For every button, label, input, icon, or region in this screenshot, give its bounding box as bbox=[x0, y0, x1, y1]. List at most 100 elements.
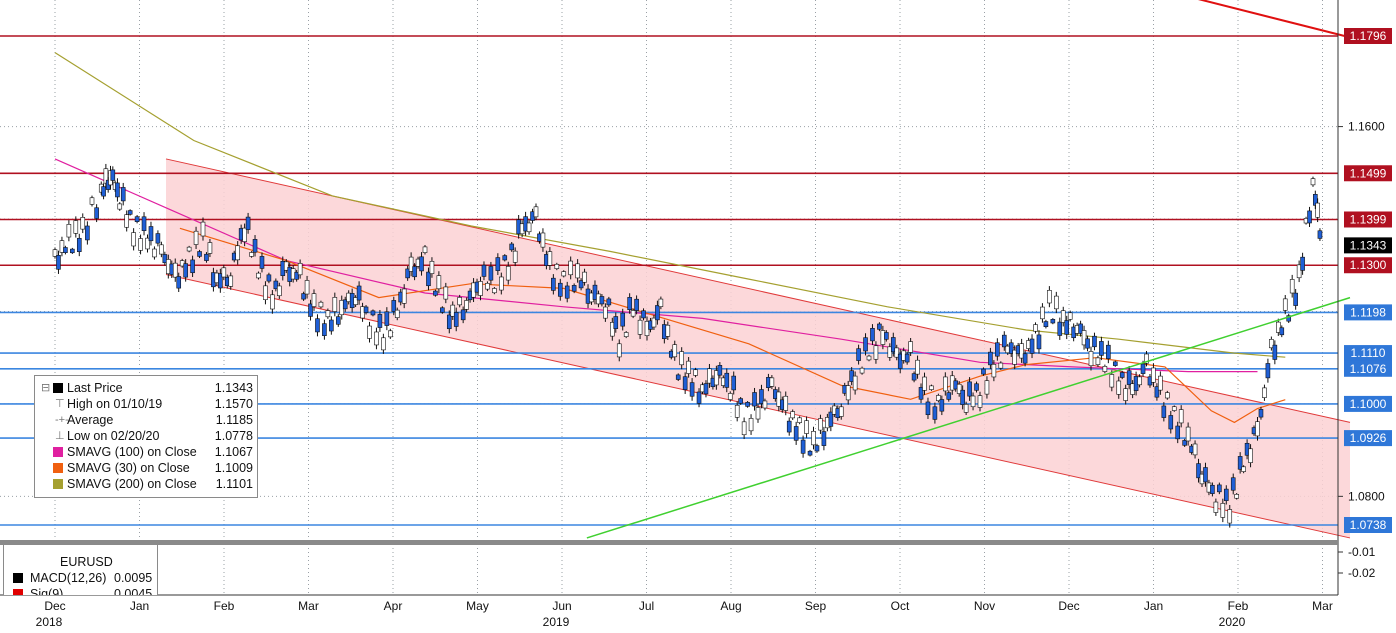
macd-tick-label: -0.02 bbox=[1348, 566, 1376, 580]
candle-body bbox=[277, 285, 282, 297]
candle-body bbox=[939, 399, 945, 412]
candle-body bbox=[1102, 366, 1108, 372]
moving-average-smavg100 bbox=[54, 158, 1258, 373]
candle-body bbox=[315, 318, 320, 333]
candle-body bbox=[1175, 425, 1181, 440]
candle-body bbox=[235, 245, 240, 261]
candle-body bbox=[1054, 295, 1059, 310]
candle-body bbox=[134, 216, 140, 222]
candle-body bbox=[401, 288, 407, 304]
candle-body bbox=[1282, 298, 1288, 311]
candle-body bbox=[762, 400, 768, 409]
candle-body bbox=[325, 310, 331, 318]
candle-body bbox=[492, 288, 497, 294]
price-badge bbox=[1344, 430, 1392, 447]
legend-sma30: SMAVG (30) on Close 1.1009 bbox=[35, 460, 257, 476]
y-tick-label: 1.0800 bbox=[1348, 489, 1385, 503]
x-tick-label: Apr bbox=[384, 599, 403, 613]
candle-body bbox=[800, 439, 806, 454]
x-tick-label: Feb bbox=[1228, 599, 1249, 613]
candle-body bbox=[329, 319, 334, 332]
candle-body bbox=[1227, 509, 1233, 524]
candle-body bbox=[103, 168, 109, 184]
candle-body bbox=[821, 431, 827, 446]
candle-body bbox=[263, 285, 268, 300]
candle-body bbox=[159, 244, 164, 255]
x-tick-label: Dec bbox=[1058, 599, 1079, 613]
candle-body bbox=[294, 271, 299, 280]
candle-body bbox=[551, 277, 556, 291]
candle-body bbox=[658, 298, 664, 307]
candle-body bbox=[960, 389, 965, 405]
candle-body bbox=[651, 317, 657, 328]
candle-body bbox=[915, 359, 920, 375]
candle-body bbox=[394, 309, 400, 318]
candle-body bbox=[509, 243, 515, 251]
candle-body bbox=[686, 360, 691, 374]
chart-legend: ⊟ Last Price 1.1343 ⊤ High on 01/10/19 1… bbox=[34, 375, 258, 498]
candle-body bbox=[1196, 463, 1201, 479]
candle-body bbox=[1095, 357, 1101, 365]
candle-body bbox=[245, 216, 251, 230]
candle-body bbox=[499, 276, 504, 291]
candle-body bbox=[89, 197, 95, 205]
candle-body bbox=[207, 242, 213, 254]
candle-body bbox=[741, 421, 747, 436]
candle-body bbox=[1315, 202, 1320, 218]
candle-body bbox=[613, 316, 619, 329]
legend-swatch bbox=[13, 573, 23, 583]
price-badge bbox=[1344, 345, 1392, 362]
candle-body bbox=[273, 280, 279, 290]
candle-body bbox=[932, 406, 938, 420]
legend-label: SMAVG (200) on Close bbox=[67, 477, 197, 491]
candle-body bbox=[1255, 421, 1260, 437]
price-badge-label: 1.1399 bbox=[1350, 212, 1387, 226]
legend-sma100: SMAVG (100) on Close 1.1067 bbox=[35, 444, 257, 460]
candle-body bbox=[870, 328, 875, 342]
candle-body bbox=[145, 237, 150, 250]
candle-body bbox=[943, 376, 948, 392]
price-badge-label: 1.1343 bbox=[1350, 238, 1387, 252]
candle-body bbox=[1092, 335, 1097, 348]
candle-body bbox=[1123, 388, 1128, 401]
candle-body bbox=[183, 263, 188, 278]
price-badge-label: 1.0926 bbox=[1350, 431, 1387, 445]
collapse-icon[interactable]: ⊟ bbox=[41, 382, 51, 394]
candle-body bbox=[1008, 342, 1014, 354]
candle-body bbox=[1178, 409, 1184, 424]
candle-body bbox=[252, 239, 258, 253]
candle-body bbox=[464, 300, 469, 310]
candle-body bbox=[172, 262, 178, 278]
candle-body bbox=[1029, 338, 1035, 354]
candle-body bbox=[304, 280, 310, 295]
low-marker-icon: ⊥ bbox=[55, 430, 65, 442]
candle-body bbox=[70, 248, 75, 254]
candle-body bbox=[266, 274, 272, 282]
candle-body bbox=[738, 398, 743, 404]
candle-body bbox=[1151, 367, 1156, 383]
candle-body bbox=[124, 214, 129, 228]
candle-body bbox=[1165, 392, 1170, 399]
candle-body bbox=[76, 237, 82, 252]
candle-body bbox=[1043, 321, 1049, 328]
candle-body bbox=[110, 169, 116, 181]
candle-body bbox=[769, 377, 775, 387]
candle-body bbox=[1001, 334, 1007, 348]
candle-body bbox=[974, 383, 979, 391]
candle-body bbox=[1210, 484, 1215, 494]
candle-body bbox=[856, 348, 861, 361]
candle-body bbox=[332, 297, 338, 312]
x-year-label: 2020 bbox=[1219, 615, 1246, 629]
candle-body bbox=[682, 376, 688, 390]
candle-body bbox=[301, 293, 306, 300]
trendline-1 bbox=[586, 296, 1351, 539]
candle-body bbox=[218, 273, 223, 289]
candle-body bbox=[977, 395, 983, 408]
candle-body bbox=[446, 314, 452, 330]
candle-body bbox=[734, 404, 740, 418]
candle-body bbox=[717, 365, 723, 376]
candle-body bbox=[981, 368, 986, 375]
candle-body bbox=[925, 401, 931, 416]
legend-low: ⊥ Low on 02/20/20 1.0778 bbox=[35, 428, 257, 444]
